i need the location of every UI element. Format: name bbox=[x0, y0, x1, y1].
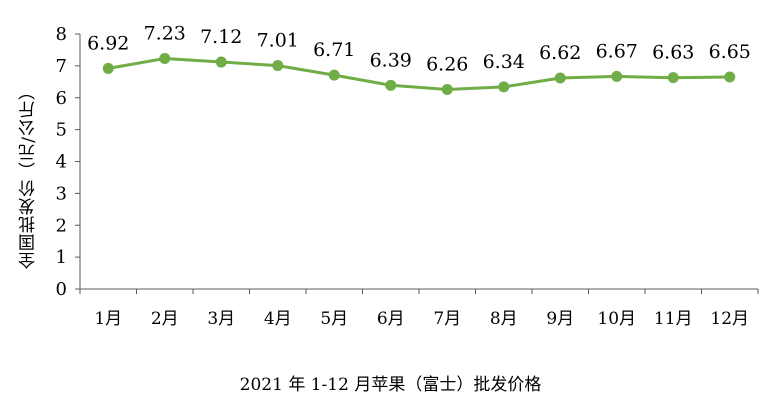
data-point bbox=[385, 79, 397, 91]
data-label: 7.01 bbox=[257, 30, 299, 52]
data-label: 6.92 bbox=[87, 32, 129, 54]
data-label: 6.39 bbox=[370, 49, 412, 71]
data-label: 6.67 bbox=[596, 40, 638, 62]
data-label: 6.26 bbox=[426, 53, 468, 75]
data-label: 7.12 bbox=[200, 26, 242, 48]
data-label: 6.62 bbox=[539, 42, 581, 64]
data-point bbox=[667, 72, 679, 84]
y-tick-label: 5 bbox=[56, 120, 67, 141]
data-point bbox=[215, 56, 227, 68]
data-point bbox=[611, 70, 623, 82]
y-tick-label: 3 bbox=[56, 183, 67, 204]
data-label: 6.71 bbox=[313, 39, 355, 61]
y-tick-labels: 0 1 2 3 4 5 6 7 8 bbox=[56, 24, 80, 300]
y-tick-label: 8 bbox=[56, 24, 67, 45]
series-line bbox=[106, 57, 732, 91]
y-axis-title-text: 全国批发价（元/公斤） bbox=[18, 81, 39, 269]
data-label: 6.34 bbox=[483, 51, 525, 73]
data-point bbox=[554, 72, 566, 84]
x-tick-label: 8月 bbox=[490, 309, 518, 329]
data-label: 6.65 bbox=[709, 41, 751, 63]
y-tick-label: 4 bbox=[56, 152, 67, 173]
x-tick-label: 3月 bbox=[207, 309, 235, 329]
x-tick-label: 2月 bbox=[151, 309, 179, 329]
y-tick-label: 6 bbox=[56, 88, 67, 109]
data-point bbox=[498, 81, 510, 93]
data-label: 6.63 bbox=[652, 42, 694, 64]
data-labels: 6.92 7.23 7.12 7.01 6.71 6.39 6.26 6.34 6.62 6.67… bbox=[87, 23, 751, 76]
x-tick-label: 5月 bbox=[320, 309, 348, 329]
axes bbox=[79, 34, 758, 290]
x-tick-label: 11月 bbox=[654, 309, 693, 329]
x-tick-label: 4月 bbox=[264, 309, 292, 329]
chart-caption: 2021 年 1-12 月苹果（富士）批发价格 bbox=[239, 375, 542, 395]
y-tick-label: 7 bbox=[56, 56, 67, 77]
data-point bbox=[272, 60, 284, 72]
series-group bbox=[102, 53, 736, 95]
y-tick-label: 2 bbox=[56, 215, 67, 236]
x-tick-labels: 1月 2月 3月 4月 5月 6月 7月 8月 9月 10月 11月 12月 bbox=[79, 289, 759, 329]
x-tick-label: 10月 bbox=[597, 309, 636, 329]
data-point bbox=[328, 69, 340, 81]
y-axis-title: 全国批发价（元/公斤） bbox=[10, 60, 46, 290]
data-point bbox=[724, 71, 736, 83]
data-point bbox=[441, 83, 453, 95]
data-point bbox=[159, 53, 171, 65]
y-tick-label: 0 bbox=[56, 279, 67, 300]
y-tick-label: 1 bbox=[56, 247, 67, 268]
x-tick-label: 7月 bbox=[433, 309, 461, 329]
x-tick-label: 12月 bbox=[710, 309, 749, 329]
x-tick-label: 6月 bbox=[377, 309, 405, 329]
x-tick-label: 1月 bbox=[94, 309, 122, 329]
x-tick-label: 9月 bbox=[546, 309, 574, 329]
data-label: 7.23 bbox=[144, 23, 186, 45]
data-point bbox=[102, 62, 114, 74]
